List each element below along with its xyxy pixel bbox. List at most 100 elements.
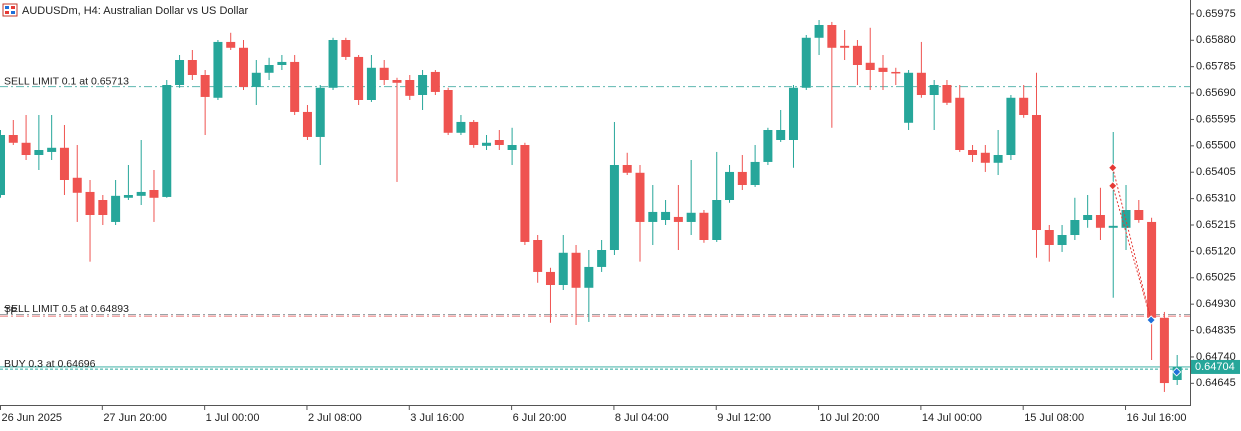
candle-body	[750, 161, 760, 185]
candle-body	[648, 211, 658, 222]
trade-marker	[1172, 367, 1182, 377]
x-tick-label: 1 Jul 00:00	[206, 412, 260, 424]
candle-body	[1147, 221, 1157, 318]
candle-body	[520, 145, 530, 242]
candle-body	[418, 75, 428, 95]
candle-body	[149, 190, 159, 198]
y-tick-label: 0.64740	[1196, 351, 1236, 363]
order-label: SELL LIMIT 0.5 at 0.64893	[4, 303, 129, 315]
y-tick-label: 0.64835	[1196, 324, 1236, 336]
candle-body	[942, 85, 952, 103]
candle-body	[482, 142, 492, 146]
candle-body	[175, 60, 185, 85]
x-tick-label: 10 Jul 20:00	[820, 412, 880, 424]
candle-body	[1095, 215, 1105, 228]
candle-body	[980, 152, 990, 163]
y-tick-label: 0.65975	[1196, 8, 1236, 20]
last-price-tag	[1191, 359, 1240, 374]
candle-body	[609, 165, 619, 250]
candle-body	[545, 271, 555, 285]
candle-body	[571, 252, 581, 288]
y-tick-label: 0.65120	[1196, 245, 1236, 257]
candle-body	[1070, 220, 1080, 235]
candle-body	[1044, 230, 1054, 245]
candle-body	[622, 165, 632, 173]
candle-body	[379, 67, 389, 80]
x-tick-label: 16 Jul 16:00	[1127, 412, 1187, 424]
plot-area	[0, 20, 1190, 392]
candle-body	[59, 147, 69, 180]
candle-body	[443, 90, 453, 133]
x-tick-label: 26 Jun 2025	[2, 412, 63, 424]
x-tick-label: 14 Jul 00:00	[922, 412, 982, 424]
y-tick-label: 0.65880	[1196, 34, 1236, 46]
candle-body	[469, 121, 479, 145]
candle-body	[47, 147, 57, 152]
candle-body	[405, 80, 415, 96]
y-tick-label: 0.65215	[1196, 219, 1236, 231]
candle-body	[533, 240, 543, 272]
y-tick-label: 0.65785	[1196, 61, 1236, 73]
candle-body	[712, 200, 722, 240]
candle-body	[430, 71, 440, 92]
candle-body	[341, 40, 351, 57]
candle-body	[737, 171, 747, 185]
candle-body	[162, 85, 172, 197]
candle-body	[1134, 210, 1144, 220]
candle-body	[955, 97, 965, 150]
x-tick-label: 2 Jul 08:00	[308, 412, 362, 424]
y-tick-label: 0.65595	[1196, 113, 1236, 125]
candle-body	[1083, 215, 1093, 220]
candle-body	[699, 212, 709, 240]
candle-body	[1159, 317, 1169, 384]
candle-body	[494, 140, 504, 145]
trade-close-marker	[1146, 315, 1156, 325]
candle-body	[1031, 115, 1041, 230]
x-tick-label: 9 Jul 12:00	[717, 412, 771, 424]
candle-body	[213, 41, 223, 98]
candle-body	[788, 87, 798, 140]
y-tick-label: 0.65310	[1196, 193, 1236, 205]
candle-body	[85, 191, 95, 215]
y-tick-label: 0.65500	[1196, 140, 1236, 152]
y-tick-label: 0.65405	[1196, 166, 1236, 178]
order-label: TP	[4, 305, 17, 317]
candle-body	[827, 25, 837, 48]
candle-body	[968, 150, 978, 155]
candle-body	[635, 172, 645, 222]
y-tick-label: 0.65690	[1196, 87, 1236, 99]
candle-body	[1019, 97, 1029, 115]
candle-body	[315, 87, 325, 137]
candle-body	[725, 171, 735, 200]
candle-body	[763, 130, 773, 162]
candle-body	[226, 41, 236, 48]
candle-body	[929, 85, 939, 95]
x-tick-label: 3 Jul 16:00	[410, 412, 464, 424]
x-tick-label: 15 Jul 08:00	[1024, 412, 1084, 424]
candle-body	[200, 75, 210, 97]
candle-body	[801, 37, 811, 88]
candle-body	[661, 211, 671, 220]
candle-body	[840, 45, 850, 48]
candle-body	[251, 72, 261, 87]
candle-body	[507, 145, 517, 150]
last-price-label: 0.64704	[1195, 361, 1235, 373]
icon-cell	[11, 6, 15, 9]
candle-body	[136, 191, 146, 196]
candle-body	[98, 200, 108, 215]
candle-body	[34, 150, 44, 155]
candle-body	[673, 216, 683, 222]
candle-body	[1006, 97, 1016, 155]
candle-body	[366, 67, 376, 100]
trade-open-marker	[1108, 181, 1118, 191]
candle-body	[354, 56, 364, 100]
candle-body	[328, 40, 338, 88]
candle-body	[264, 65, 274, 73]
candle-body	[686, 212, 696, 222]
candle-body	[123, 195, 133, 198]
candle-body	[584, 266, 594, 288]
candle-body	[1057, 235, 1067, 245]
y-tick-label: 0.65025	[1196, 272, 1236, 284]
y-tick-label: 0.64645	[1196, 377, 1236, 389]
